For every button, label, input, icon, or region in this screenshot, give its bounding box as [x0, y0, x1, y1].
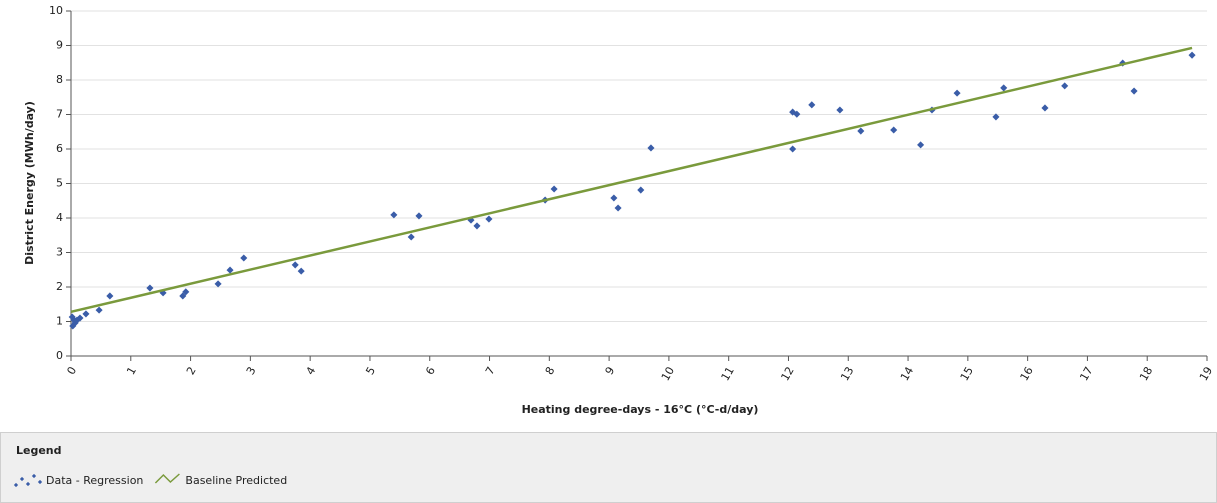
x-tick-label: 7: [483, 365, 498, 378]
y-tick-label: 3: [56, 246, 63, 259]
legend-label: Baseline Predicted: [185, 474, 287, 487]
data-point: [808, 101, 816, 109]
legend-label: Data - Regression: [46, 474, 143, 487]
data-point: [550, 185, 558, 193]
y-tick-label: 1: [56, 315, 63, 328]
data-point: [992, 113, 1000, 121]
x-tick-label: 6: [423, 365, 438, 378]
data-point: [836, 106, 844, 114]
x-tick-label: 5: [363, 365, 378, 378]
data-point: [647, 144, 655, 152]
x-tick-label: 1: [124, 365, 139, 378]
legend-title: Legend: [16, 444, 62, 457]
data-point: [415, 212, 423, 220]
data-point: [390, 211, 398, 219]
x-tick-label: 4: [304, 365, 319, 378]
y-tick-label: 2: [56, 280, 63, 293]
x-tick-label: 8: [543, 365, 558, 378]
data-point: [610, 194, 618, 202]
y-tick-label: 10: [49, 4, 63, 17]
x-tick-label: 10: [659, 365, 677, 384]
y-tick-label: 8: [56, 73, 63, 86]
data-point: [95, 306, 103, 314]
data-point: [857, 127, 865, 135]
x-tick-label: 19: [1197, 365, 1215, 384]
legend-panel: [0, 432, 1217, 503]
data-point: [485, 215, 493, 223]
x-tick-label: 3: [244, 365, 259, 378]
data-point: [614, 204, 622, 212]
data-point: [1188, 51, 1196, 59]
regression-line: [70, 46, 1193, 314]
x-tick-label: 12: [778, 365, 796, 384]
data-point: [917, 141, 925, 149]
data-point: [182, 288, 190, 296]
data-point: [637, 186, 645, 194]
data-point: [1061, 82, 1069, 90]
data-point: [1000, 84, 1008, 92]
x-axis-title: Heating degree-days - 16°C (°C-d/day): [522, 403, 759, 416]
x-tick-label: 11: [719, 365, 737, 384]
y-tick-label: 4: [56, 211, 63, 224]
x-tick-label: 17: [1077, 365, 1095, 384]
data-point: [1041, 104, 1049, 112]
x-tick-label: 9: [603, 365, 618, 378]
x-tick-label: 14: [898, 365, 916, 384]
y-tick-label: 6: [56, 142, 63, 155]
y-tick-label: 0: [56, 349, 63, 362]
legend-icon: [154, 473, 180, 484]
data-point: [226, 266, 234, 274]
data-point: [214, 280, 222, 288]
y-tick-label: 7: [56, 108, 63, 121]
data-point: [240, 254, 248, 262]
x-tick-label: 2: [184, 365, 199, 378]
data-point: [473, 222, 481, 230]
x-tick-label: 16: [1018, 365, 1036, 384]
data-point: [890, 126, 898, 134]
data-point: [1130, 87, 1138, 95]
data-point: [953, 89, 961, 97]
data-point: [789, 145, 797, 153]
x-tick-label: 18: [1137, 365, 1155, 384]
data-point: [793, 110, 801, 118]
data-point: [407, 233, 415, 241]
data-point: [82, 310, 90, 318]
x-tick-label: 15: [958, 365, 976, 384]
data-point: [291, 261, 299, 269]
data-point: [106, 292, 114, 300]
y-axis-title: District Energy (MWh/day): [23, 101, 36, 265]
y-tick-label: 5: [56, 177, 63, 190]
data-point: [179, 292, 187, 300]
data-point: [146, 284, 154, 292]
x-tick-label: 13: [838, 365, 856, 384]
data-point: [297, 267, 305, 275]
data-point: [76, 314, 84, 322]
x-tick-label: 0: [64, 365, 79, 378]
y-tick-label: 9: [56, 39, 63, 52]
